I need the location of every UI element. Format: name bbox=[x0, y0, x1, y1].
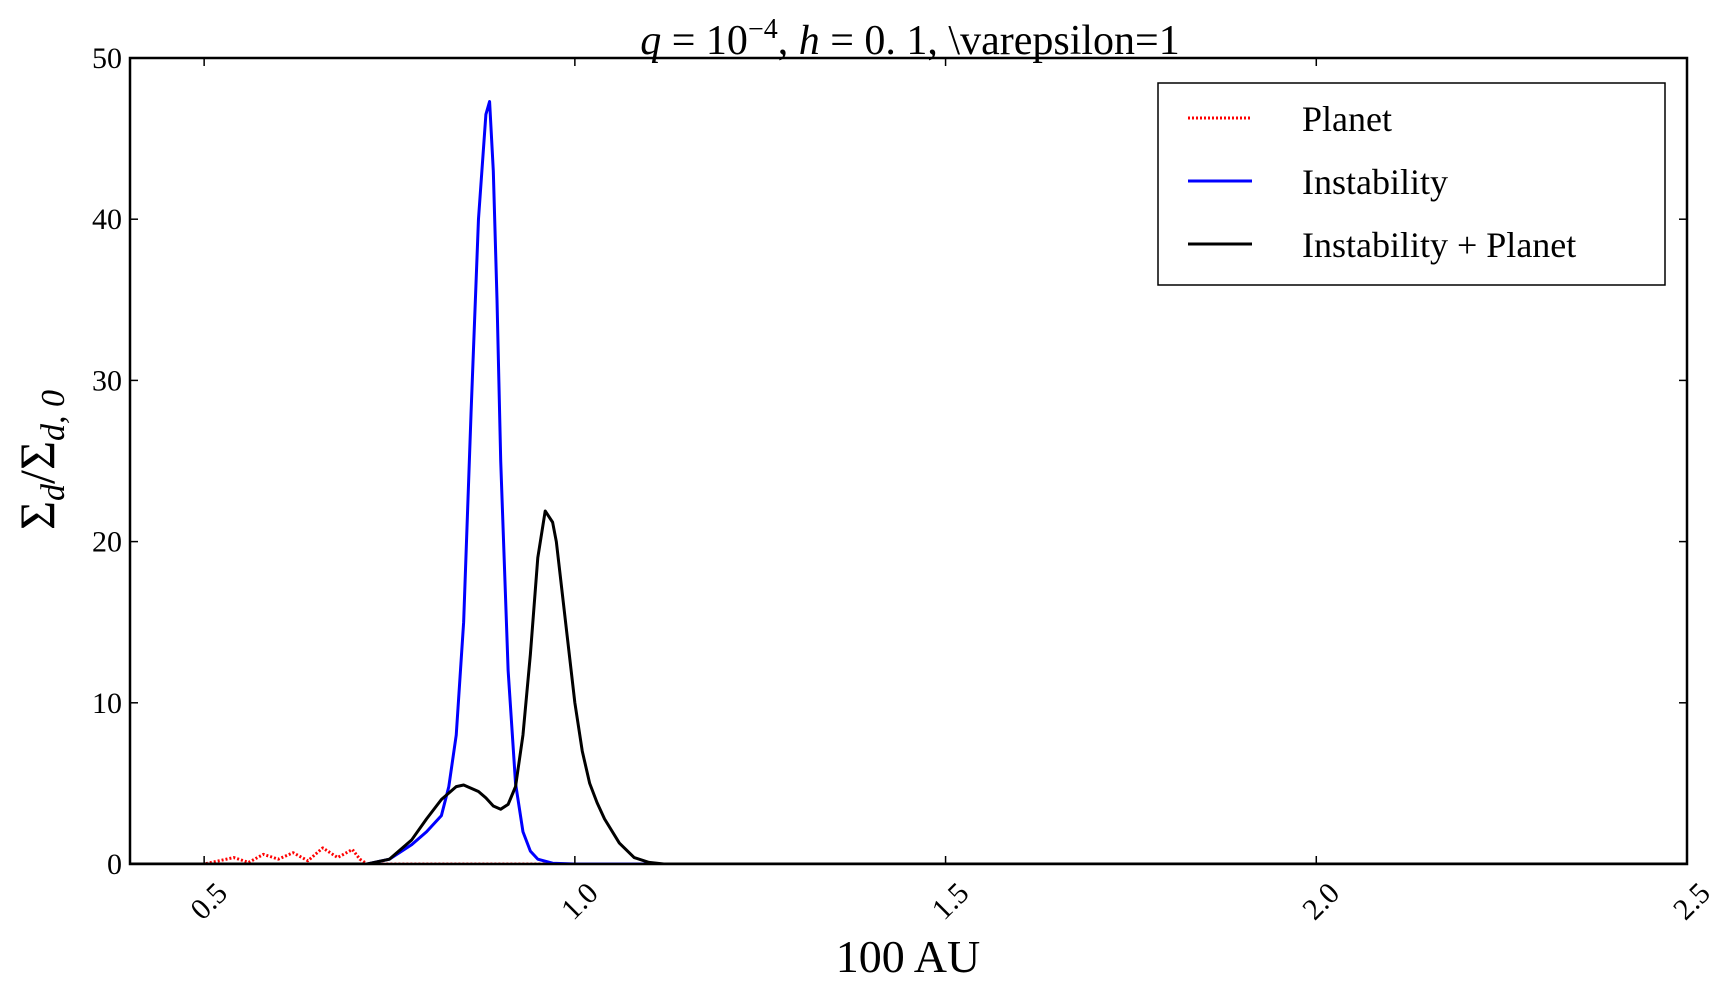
title-comma: , bbox=[778, 18, 799, 64]
x-tick-label: 2.5 bbox=[1667, 876, 1716, 926]
series-layer bbox=[130, 100, 1687, 864]
legend-label-planet: Planet bbox=[1302, 99, 1392, 139]
y-tick-label: 10 bbox=[92, 687, 122, 720]
y-axis-label: Σd/Σd, 0 bbox=[9, 390, 72, 530]
x-tick-label: 2.0 bbox=[1296, 876, 1346, 926]
x-tick-label: 0.5 bbox=[184, 876, 234, 926]
ylabel-sub1: d bbox=[35, 483, 72, 501]
title-exponent: −4 bbox=[748, 14, 778, 45]
x-tick-label: 1.0 bbox=[555, 876, 605, 926]
y-tick-label: 20 bbox=[92, 526, 122, 559]
title-h: h bbox=[799, 18, 820, 64]
y-tick-label: 30 bbox=[92, 364, 122, 397]
legend-label-instability-planet: Instability + Planet bbox=[1302, 225, 1576, 265]
legend: Planet Instability Instability + Planet bbox=[1157, 82, 1666, 286]
ylabel-slash-sigma: /Σ bbox=[9, 441, 65, 484]
x-tick-label: 1.5 bbox=[926, 876, 976, 926]
series-line-instability bbox=[130, 100, 1687, 864]
ylabel-sigma: Σ bbox=[9, 501, 65, 530]
y-tick-label: 50 bbox=[92, 42, 122, 75]
series-line-instability-planet bbox=[130, 509, 1687, 864]
x-axis-label: 100 AU bbox=[836, 931, 980, 982]
title-q: q bbox=[640, 18, 661, 64]
title-tail: \varepsilon=1 bbox=[948, 18, 1179, 64]
title-eq2: = 0. 1, bbox=[820, 18, 949, 64]
series-line-planet bbox=[130, 846, 1687, 864]
y-tick-label: 0 bbox=[107, 848, 122, 881]
plot-frame bbox=[128, 56, 1689, 866]
y-tick-label: 40 bbox=[92, 203, 122, 236]
title-eq1: = 10 bbox=[661, 18, 748, 64]
legend-label-instability: Instability bbox=[1302, 162, 1448, 202]
ylabel-sub2: d, 0 bbox=[35, 390, 72, 441]
legend-box bbox=[1157, 82, 1666, 286]
chart-title: q = 10−4, h = 0. 1, \varepsilon=1 bbox=[640, 14, 1179, 64]
